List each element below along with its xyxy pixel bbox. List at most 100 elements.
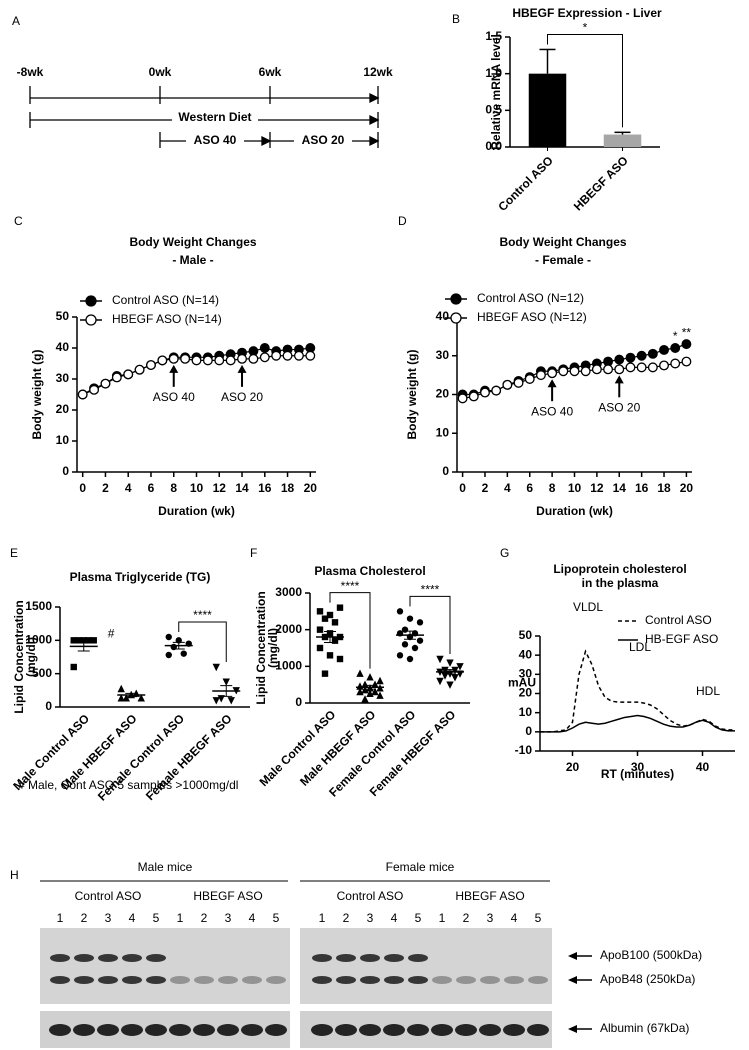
significance-bracket: [409, 595, 451, 654]
lane-number: 3: [367, 911, 374, 925]
band: [360, 954, 380, 962]
data-point: [122, 694, 130, 702]
y-tick-label: 1.5: [485, 29, 502, 43]
band: [266, 976, 286, 984]
y-axis-label: Lipid Concentration: [12, 600, 26, 713]
significance-label: *: [673, 329, 678, 343]
data-point: [146, 360, 156, 371]
data-point: [316, 644, 324, 652]
arrowhead: [614, 375, 624, 384]
bar: [528, 73, 567, 147]
y-axis-label: Lipid Concentration: [254, 591, 268, 704]
data-point: [165, 651, 172, 659]
arrowhead: [568, 952, 577, 960]
band: [455, 1024, 477, 1036]
data-point: [480, 387, 490, 398]
band: [193, 1024, 215, 1036]
x-axis-label: RT (minutes): [601, 767, 674, 781]
data-point: [513, 377, 524, 388]
data-point: [361, 685, 369, 694]
band: [74, 976, 94, 984]
treatment-label: Control ASO: [337, 889, 404, 903]
data-point: [305, 350, 316, 361]
data-point: [446, 681, 454, 689]
data-point: [70, 637, 77, 644]
band: [384, 976, 404, 984]
band: [146, 954, 166, 962]
legend-label: Control ASO (N=12): [477, 291, 584, 305]
data-point: [580, 366, 591, 377]
data-point: [491, 385, 502, 396]
y-tick-label: 500: [32, 666, 52, 680]
data-point: [406, 615, 414, 622]
band: [122, 976, 142, 984]
footnote: # Male, Cont ASO 5 samples >1000mg/dl: [18, 778, 238, 792]
chart-title: Lipoprotein cholesterol: [553, 562, 686, 576]
y-tick-label: 30: [436, 348, 450, 362]
band: [431, 1024, 453, 1036]
blot-group-title: Male mice: [138, 860, 193, 874]
data-point: [237, 353, 247, 364]
data-point: [436, 677, 444, 686]
x-tick-label: Male Control ASO: [257, 707, 339, 789]
data-point: [396, 652, 404, 659]
lane-number: 2: [463, 911, 470, 925]
data-point: [436, 655, 444, 664]
data-point: [456, 663, 464, 671]
legend-label: Control ASO: [645, 613, 712, 627]
lane-number: 1: [177, 911, 184, 925]
x-tick-label: 6: [526, 481, 533, 495]
band-label: ApoB48 (250kDa): [600, 972, 695, 986]
x-axis-label: Duration (wk): [158, 504, 235, 518]
timeline: [29, 86, 380, 149]
data-point: [457, 393, 468, 404]
data-point: [591, 364, 602, 375]
data-point: [524, 374, 535, 384]
band: [503, 1024, 525, 1036]
y-tick-label: 0: [62, 464, 69, 478]
series-line: [540, 649, 735, 733]
band-label: ApoB100 (500kDa): [600, 948, 702, 962]
data-point: [670, 343, 681, 353]
lane-number: 2: [201, 911, 208, 925]
band: [98, 954, 118, 962]
x-tick-label: 20: [566, 760, 580, 774]
band: [122, 954, 142, 962]
lane-number: 4: [511, 911, 518, 925]
data-point: [659, 360, 669, 371]
x-tick-label: 12: [213, 481, 227, 495]
lane-number: 1: [57, 911, 64, 925]
data-point: [558, 366, 569, 377]
arrowhead: [369, 114, 380, 126]
data-point: [271, 350, 282, 361]
y-tick-label: 10: [436, 425, 450, 439]
chart-title: Body Weight Changes: [499, 235, 626, 249]
band: [384, 954, 404, 962]
x-tick-label: 14: [235, 481, 249, 495]
band: [456, 976, 476, 984]
x-tick-label: 10: [190, 481, 204, 495]
data-point: [371, 687, 379, 696]
arrowhead: [369, 92, 380, 104]
data-point: [636, 350, 647, 361]
legend-label: HB-EGF ASO: [645, 632, 718, 646]
significance-label: ****: [193, 608, 212, 622]
band: [504, 976, 524, 984]
band: [312, 954, 332, 962]
data-point: [227, 697, 235, 705]
data-point: [361, 695, 369, 703]
sem-bar: [324, 631, 336, 643]
data-point: [137, 694, 145, 702]
timepoint: -8wk: [17, 65, 44, 79]
lane-number: 5: [273, 911, 280, 925]
data-point: [326, 611, 334, 619]
band: [218, 976, 238, 984]
data-point: [321, 670, 329, 677]
x-tick-label: 0: [459, 481, 466, 495]
sem-bar: [364, 684, 376, 690]
y-tick-label: 2000: [275, 622, 302, 636]
band: [146, 976, 166, 984]
data-point: [123, 369, 134, 380]
band: [408, 976, 428, 984]
band: [98, 976, 118, 984]
